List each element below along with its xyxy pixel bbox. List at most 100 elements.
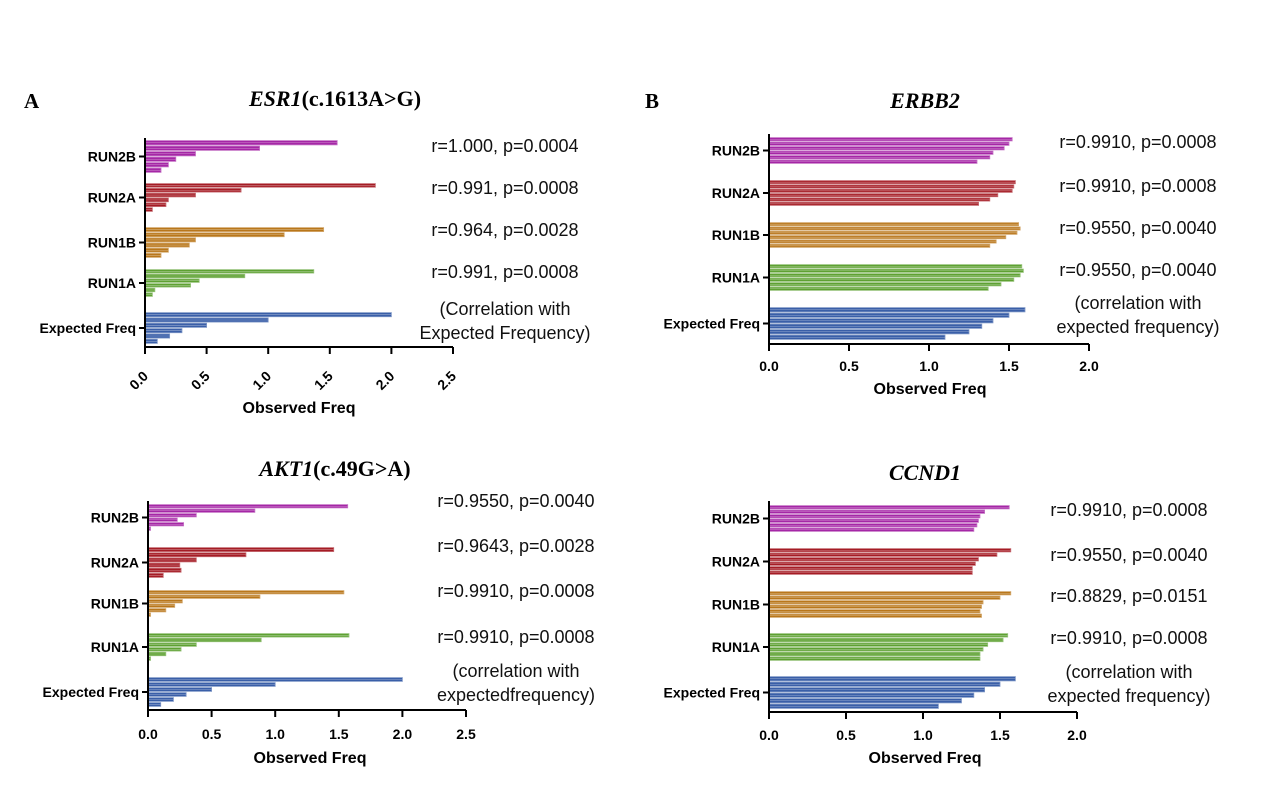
correlation-annotation: r=0.9910, p=0.0008 [437, 581, 594, 601]
correlation-annotation: r=0.964, p=0.0028 [431, 220, 578, 240]
x-tick-label: 0.5 [839, 358, 859, 374]
correlation-note: Expected Frequency) [419, 323, 590, 343]
bar-group-expected-freq [768, 676, 1016, 709]
x-tick-label: 0.5 [836, 727, 856, 743]
category-label: RUN1B [712, 597, 760, 613]
gene-name: AKT1 [257, 456, 313, 481]
bar-group-run1b [768, 222, 1021, 248]
bar-group-run1b [144, 227, 325, 258]
gene-name: CCND1 [889, 460, 961, 485]
x-tick-label: 0.0 [759, 727, 779, 743]
correlation-annotation: r=1.000, p=0.0004 [431, 136, 578, 156]
category-label: RUN2A [91, 555, 139, 571]
x-tick-label: 2.0 [393, 726, 413, 742]
bar-group-expected-freq [147, 677, 403, 707]
category-label: RUN1B [712, 227, 760, 243]
variant-name: (c.49G>A) [313, 456, 410, 481]
category-label: RUN1A [712, 639, 760, 655]
bar-group-run1a [147, 633, 350, 661]
bar-group-run1a [768, 264, 1024, 291]
bar-group-run2a [768, 548, 1012, 575]
correlation-annotation: r=0.9910, p=0.0008 [1050, 628, 1207, 648]
bar-group-run2b [144, 140, 338, 173]
x-tick-label: 0.0 [759, 358, 779, 374]
category-label: Expected Freq [40, 320, 136, 336]
x-tick-label: 1.5 [999, 358, 1019, 374]
chart-title: ESR1(c.1613A>G) [248, 86, 421, 111]
x-tick-label: 1.0 [249, 368, 274, 393]
correlation-note: expected frequency) [1047, 686, 1210, 706]
x-axis-title: Observed Freq [869, 750, 982, 767]
x-tick-label: 1.5 [311, 368, 336, 393]
correlation-annotation: r=0.9550, p=0.0040 [1059, 218, 1216, 238]
bar-group-run1b [147, 590, 345, 617]
x-tick-label: 0.5 [202, 726, 222, 742]
category-label: RUN1B [91, 596, 139, 612]
bar-group-run1a [768, 633, 1009, 661]
x-tick-label: 1.0 [919, 358, 939, 374]
x-tick-label: 2.0 [1079, 358, 1099, 374]
bar-group-run1a [144, 269, 315, 297]
correlation-note: (correlation with [1074, 293, 1201, 313]
category-label: RUN2A [712, 554, 760, 570]
bar-group-run2a [144, 183, 376, 212]
bar-group-run2b [768, 505, 1010, 532]
x-axis-title: Observed Freq [254, 750, 367, 767]
x-tick-label: 2.0 [372, 368, 397, 393]
charts-group: ESR1(c.1613A>G) RUN2B RUN2A RUN1B RUN1A Expec… [40, 86, 1220, 767]
chart-esr1: ESR1(c.1613A>G) RUN2B RUN2A RUN1B RUN1A Expec… [40, 86, 591, 417]
bar-group-run2a [147, 547, 335, 578]
variant-name: (c.1613A>G) [302, 86, 421, 111]
panel-b-label: B [645, 89, 659, 113]
x-tick-label: 1.0 [913, 727, 933, 743]
correlation-annotation: r=0.9910, p=0.0008 [1059, 176, 1216, 196]
correlation-note: (correlation with [452, 661, 579, 681]
panel-a-label: A [24, 89, 40, 113]
correlation-annotation: r=0.9910, p=0.0008 [437, 627, 594, 647]
x-axis-title: Observed Freq [874, 381, 987, 398]
bar-group-run2a [768, 180, 1016, 206]
correlation-note: expected frequency) [1056, 317, 1219, 337]
chart-title: ERBB2 [889, 88, 960, 113]
x-tick-label: 2.5 [456, 726, 476, 742]
category-label: RUN1A [88, 275, 136, 291]
x-tick-label: 0.0 [138, 726, 158, 742]
category-label: RUN2B [712, 511, 760, 527]
x-tick-label: 2.5 [434, 368, 459, 393]
x-tick-label: 1.0 [265, 726, 285, 742]
x-tick-label: 0.0 [126, 368, 151, 393]
bar-group-expected-freq [768, 307, 1026, 340]
category-label: RUN1A [712, 270, 760, 286]
category-label: RUN1B [88, 235, 136, 251]
category-label: Expected Freq [664, 685, 760, 701]
x-tick-label: 1.5 [990, 727, 1010, 743]
x-axis-title: Observed Freq [243, 400, 356, 417]
chart-title: CCND1 [889, 460, 961, 485]
correlation-annotation: r=0.9910, p=0.0008 [1050, 500, 1207, 520]
correlation-annotation: r=0.9910, p=0.0008 [1059, 132, 1216, 152]
bar-group-run2b [147, 504, 349, 531]
category-label: RUN2A [88, 190, 136, 206]
chart-erbb2: ERBB2 RUN2B RUN2A RUN1B RUN1A Expected Freq 0.… [664, 88, 1220, 398]
correlation-annotation: r=0.991, p=0.0008 [431, 262, 578, 282]
bar-group-expected-freq [144, 312, 392, 344]
category-label: RUN1A [91, 639, 139, 655]
correlation-annotation: r=0.9550, p=0.0040 [1059, 260, 1216, 280]
bar-group-run2b [768, 137, 1013, 164]
chart-title: AKT1(c.49G>A) [257, 456, 410, 481]
x-tick-label: 0.5 [188, 368, 213, 393]
category-label: Expected Freq [664, 316, 760, 332]
correlation-note: (correlation with [1065, 662, 1192, 682]
correlation-annotation: r=0.9550, p=0.0040 [437, 491, 594, 511]
correlation-note: expectedfrequency) [437, 685, 595, 705]
x-tick-label: 2.0 [1067, 727, 1087, 743]
x-tick-label: 1.5 [329, 726, 349, 742]
category-label: Expected Freq [43, 684, 139, 700]
gene-name: ESR1 [248, 86, 302, 111]
correlation-annotation: r=0.991, p=0.0008 [431, 178, 578, 198]
category-label: RUN2B [88, 149, 136, 165]
category-label: RUN2B [712, 143, 760, 159]
correlation-annotation: r=0.8829, p=0.0151 [1050, 586, 1207, 606]
category-label: RUN2B [91, 510, 139, 526]
